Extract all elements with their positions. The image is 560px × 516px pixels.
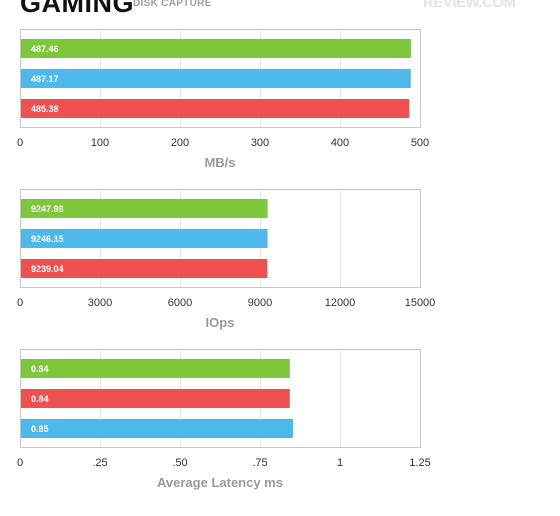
- tick-label: 12000: [325, 297, 356, 309]
- tick-label: 1: [337, 457, 343, 469]
- tick-label: 200: [171, 137, 189, 149]
- bar: [21, 259, 268, 278]
- bar: [21, 199, 268, 218]
- tick-label: 100: [91, 137, 109, 149]
- bar: [21, 69, 411, 88]
- bar: [21, 389, 290, 408]
- bar-value-label: 0.85: [31, 424, 49, 434]
- bar-value-label: 487.46: [31, 44, 59, 54]
- tick-label: 300: [251, 137, 269, 149]
- bar-value-label: 487.17: [31, 74, 59, 84]
- bar-value-label: 485.38: [31, 104, 59, 114]
- tick-label: 9000: [248, 297, 272, 309]
- tick-label: 0: [17, 457, 23, 469]
- tick-label: 400: [331, 137, 349, 149]
- page-title: GAMING: [20, 0, 134, 18]
- tick-label: 15000: [405, 297, 436, 309]
- tick-label: 3000: [88, 297, 112, 309]
- bar: [21, 419, 293, 438]
- bar-value-label: 0.84: [31, 364, 49, 374]
- bar-value-label: 9247.98: [31, 204, 64, 214]
- tick-label: .50: [172, 457, 187, 469]
- chart-panel: 9247.98 9246.15 9239.04 0 3000 6000 9000 12000 1…: [17, 189, 436, 330]
- axis-label: MB/s: [204, 155, 235, 170]
- bar-value-label: 9246.15: [31, 234, 64, 244]
- site-watermark-logo: REVIEW.COM: [423, 0, 516, 11]
- page-subtitle: DISK CAPTURE: [133, 0, 212, 9]
- bar-value-label: 0.84: [31, 394, 49, 404]
- tick-label: .75: [252, 457, 267, 469]
- bar: [21, 229, 268, 248]
- tick-label: 6000: [168, 297, 192, 309]
- tick-label: 0: [17, 297, 23, 309]
- tick-label: 0: [17, 137, 23, 149]
- tick-label: 1.25: [409, 457, 430, 469]
- tick-label: 500: [411, 137, 429, 149]
- bar-value-label: 9239.04: [31, 264, 64, 274]
- axis-label: Average Latency ms: [157, 475, 283, 490]
- chart-panel: 0.84 0.84 0.85 0 .25 .50 .75 1 1.25 Average Laten…: [17, 349, 431, 490]
- chart-panel: 487.46 487.17 485.38 0 100 200 300 400 500 MB/s: [17, 29, 429, 170]
- bar: [21, 359, 290, 378]
- tick-label: .25: [92, 457, 107, 469]
- bar: [21, 39, 411, 58]
- axis-label: IOps: [206, 315, 235, 330]
- bar: [21, 99, 410, 118]
